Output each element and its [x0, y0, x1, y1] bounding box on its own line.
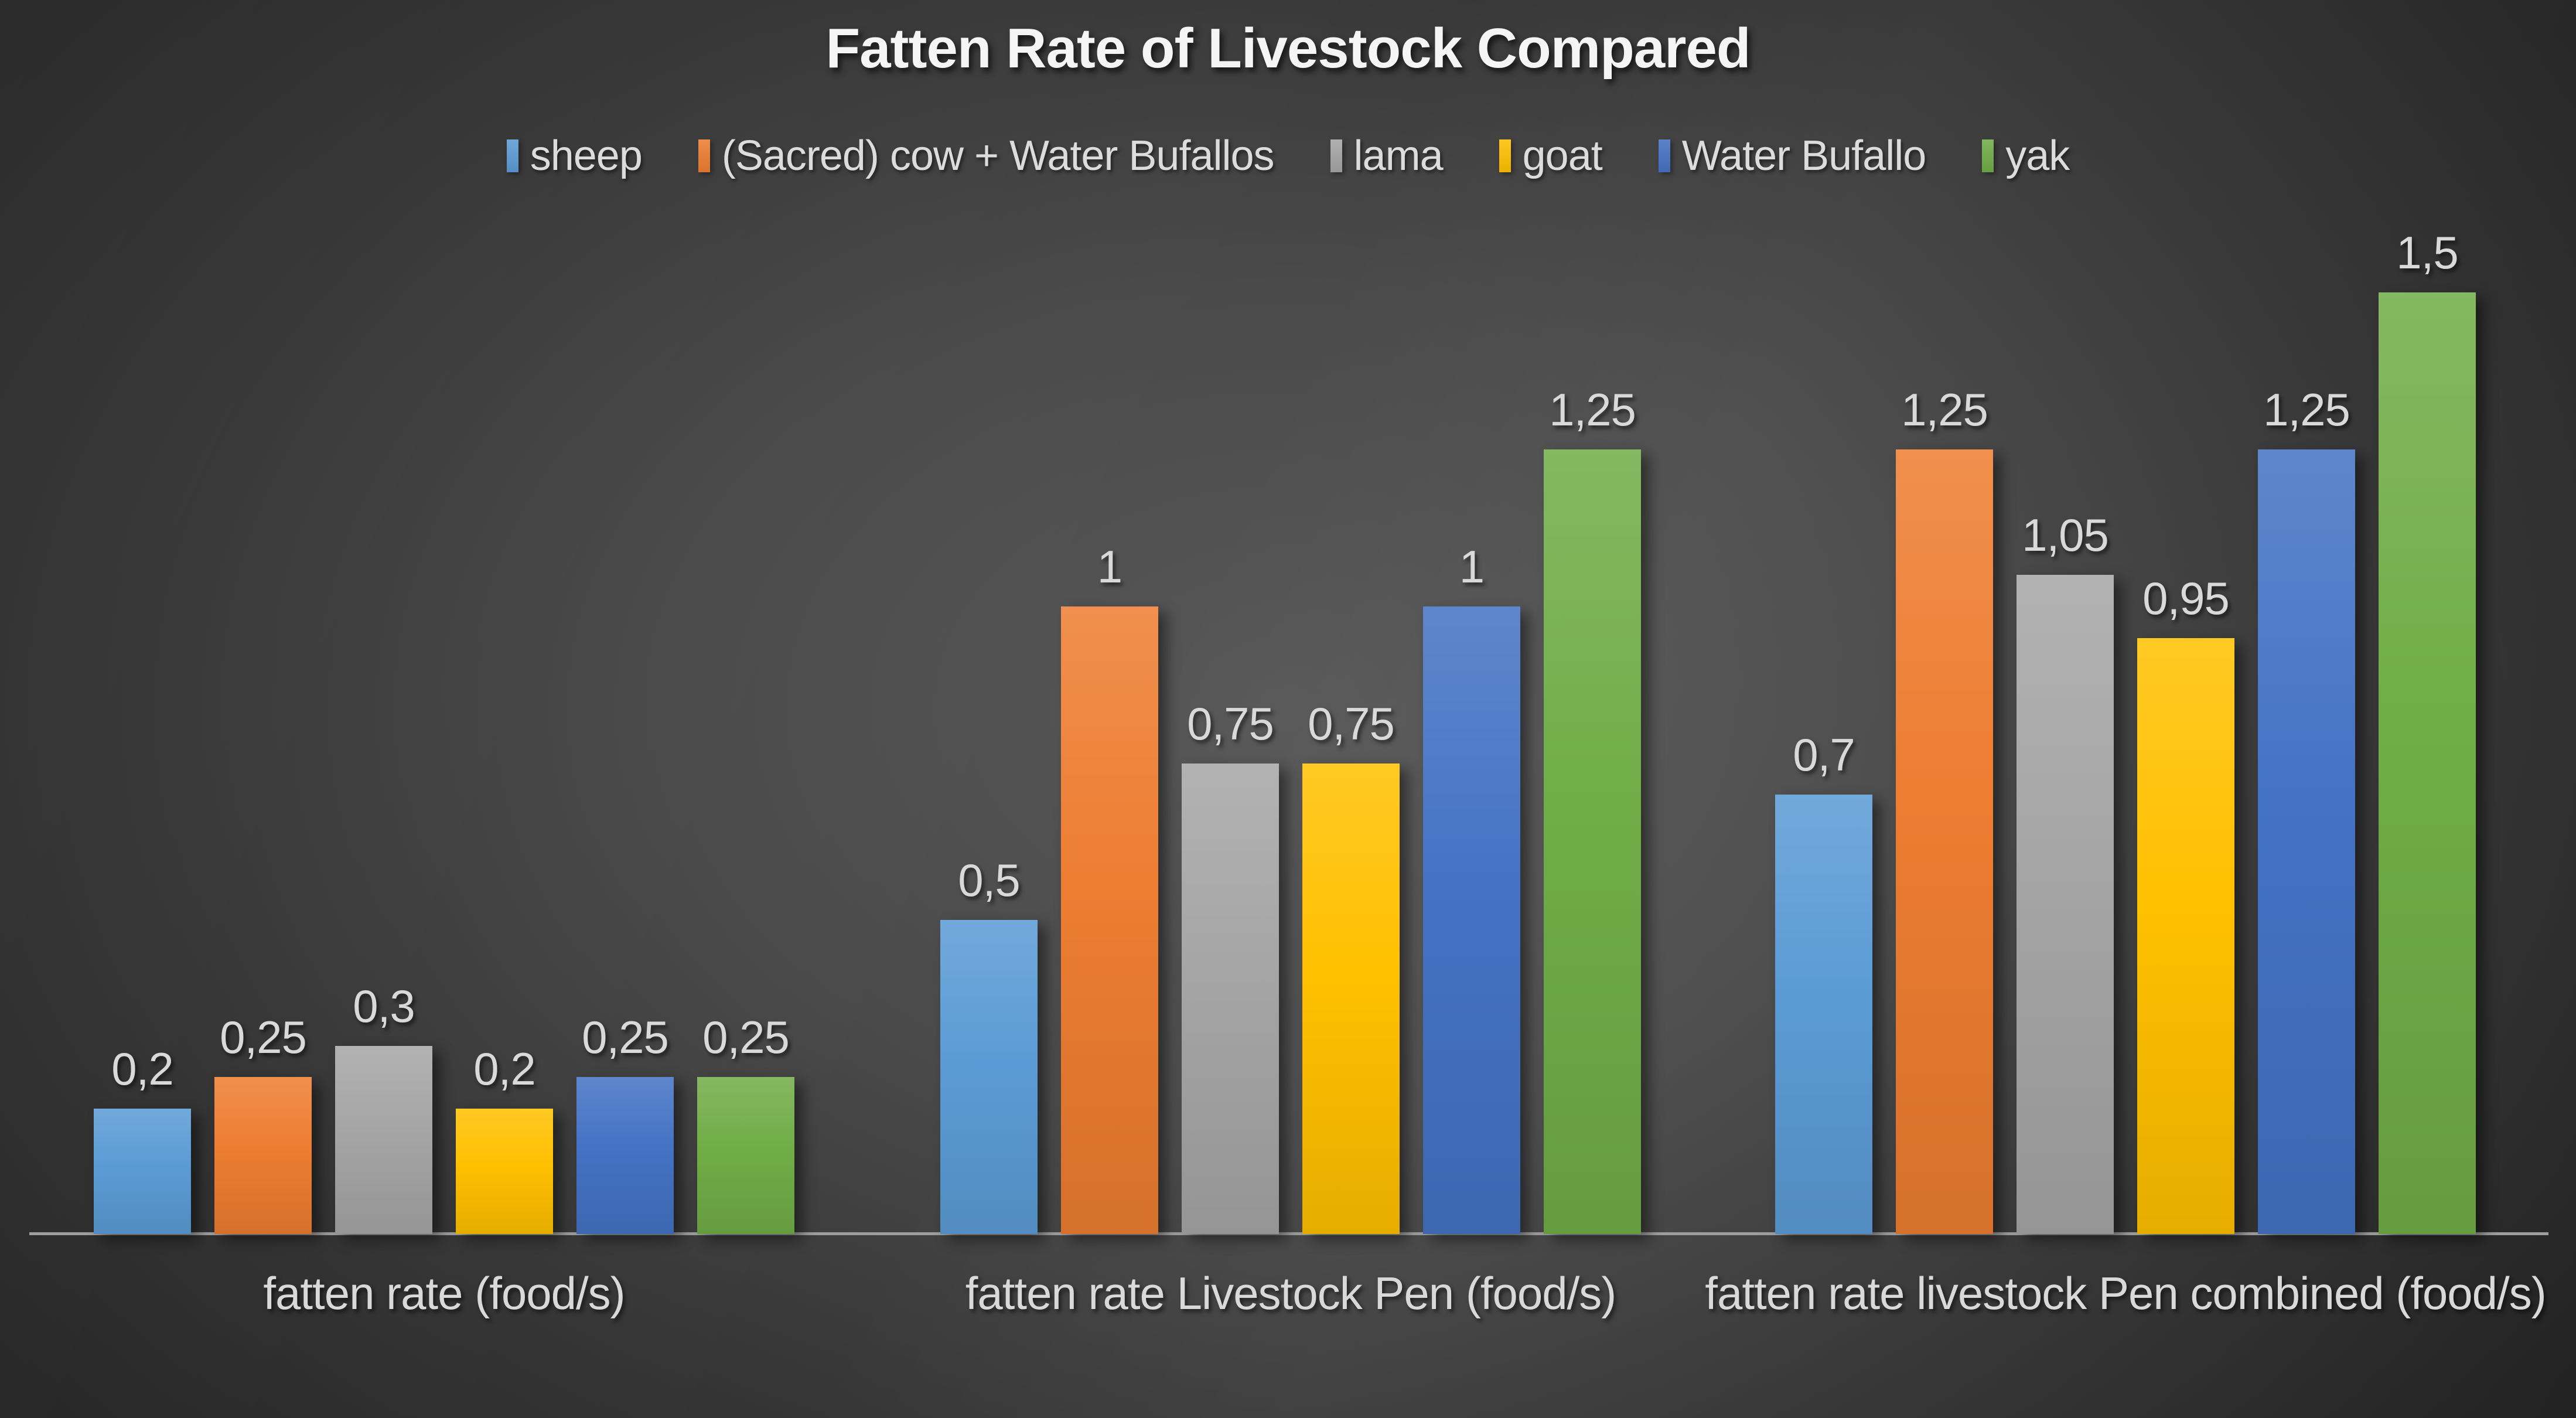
bar-value-water-bufallo-cat2: 1 [1459, 541, 1485, 592]
legend-swatch-sheep [506, 139, 518, 172]
bar-value-sheep-cat2: 0,5 [958, 854, 1020, 906]
category-label-1: fatten rate (food/s) [263, 1267, 625, 1319]
bar-yak-cat1[interactable] [697, 1077, 794, 1234]
bar-value-goat-cat1: 0,2 [473, 1043, 535, 1095]
bar-sheep-cat1[interactable] [94, 1109, 191, 1234]
legend-item-sheep[interactable]: sheep [506, 132, 643, 180]
bar-value-yak-cat1: 0,25 [702, 1011, 790, 1063]
legend-swatch-lama [1330, 139, 1342, 172]
bar-sheep-cat2[interactable] [940, 920, 1038, 1234]
legend-label: lama [1353, 132, 1444, 179]
legend-item-lama[interactable]: lama [1330, 132, 1444, 180]
bar-value-yak-cat2: 1,25 [1549, 384, 1636, 435]
bar-goat-cat1[interactable] [456, 1109, 553, 1234]
bar-value-sacred-cow-water-bufallos-cat1: 0,25 [220, 1011, 307, 1063]
legend-swatch-water-bufallo [1658, 139, 1670, 172]
bar-goat-cat3[interactable] [2137, 638, 2234, 1234]
legend-label: Water Bufallo [1681, 132, 1927, 179]
bar-value-lama-cat2: 0,75 [1187, 698, 1274, 749]
bar-value-goat-cat3: 0,95 [2142, 572, 2230, 624]
legend-label: (Sacred) cow + Water Bufallos [721, 132, 1275, 179]
legend-item-yak[interactable]: yak [1982, 132, 2070, 180]
bar-yak-cat2[interactable] [1544, 449, 1641, 1234]
legend-item-water-bufallo[interactable]: Water Bufallo [1658, 132, 1927, 180]
bar-value-sacred-cow-water-bufallos-cat2: 1 [1097, 541, 1122, 592]
chart-legend: sheep (Sacred) cow + Water Bufallos lama go… [0, 132, 2576, 180]
legend-label: goat [1522, 132, 1603, 179]
bar-value-lama-cat3: 1,05 [2022, 509, 2109, 561]
bar-water-bufallo-cat2[interactable] [1423, 606, 1520, 1234]
bar-lama-cat2[interactable] [1182, 763, 1279, 1234]
category-label-2: fatten rate Livestock Pen (food/s) [965, 1267, 1617, 1319]
bar-sacred-cow-water-bufallos-cat2[interactable] [1061, 606, 1158, 1234]
legend-swatch-yak [1982, 139, 1994, 172]
bar-goat-cat2[interactable] [1302, 763, 1400, 1234]
legend-item-goat[interactable]: goat [1499, 132, 1603, 180]
bar-value-sheep-cat3: 0,7 [1793, 729, 1855, 780]
x-axis-line [29, 1232, 2548, 1235]
bar-water-bufallo-cat3[interactable] [2258, 449, 2355, 1234]
legend-swatch-goat [1499, 139, 1511, 172]
bar-water-bufallo-cat1[interactable] [576, 1077, 674, 1234]
bar-sacred-cow-water-bufallos-cat3[interactable] [1896, 449, 1993, 1234]
legend-swatch-sacred-cow-water-bufallos [698, 139, 710, 172]
category-label-3: fatten rate livestock Pen combined (food… [1705, 1267, 2546, 1319]
bar-value-sacred-cow-water-bufallos-cat3: 1,25 [1901, 384, 1988, 435]
bar-value-sheep-cat1: 0,2 [111, 1043, 173, 1095]
bar-lama-cat3[interactable] [2017, 575, 2114, 1234]
bar-value-goat-cat2: 0,75 [1308, 698, 1395, 749]
bar-value-yak-cat3: 1,5 [2396, 227, 2458, 278]
legend-item-sacred-cow-water-bufallos[interactable]: (Sacred) cow + Water Bufallos [698, 132, 1275, 180]
bar-yak-cat3[interactable] [2379, 292, 2476, 1234]
chart-title: Fatten Rate of Livestock Compared [825, 17, 1751, 80]
legend-label: yak [2005, 132, 2070, 179]
bar-value-water-bufallo-cat3: 1,25 [2263, 384, 2350, 435]
legend-label: sheep [530, 132, 643, 179]
bar-sheep-cat3[interactable] [1775, 795, 1872, 1234]
bar-value-lama-cat1: 0,3 [353, 980, 415, 1032]
bar-value-water-bufallo-cat1: 0,25 [582, 1011, 669, 1063]
bar-sacred-cow-water-bufallos-cat1[interactable] [214, 1077, 312, 1234]
bar-lama-cat1[interactable] [335, 1046, 432, 1234]
